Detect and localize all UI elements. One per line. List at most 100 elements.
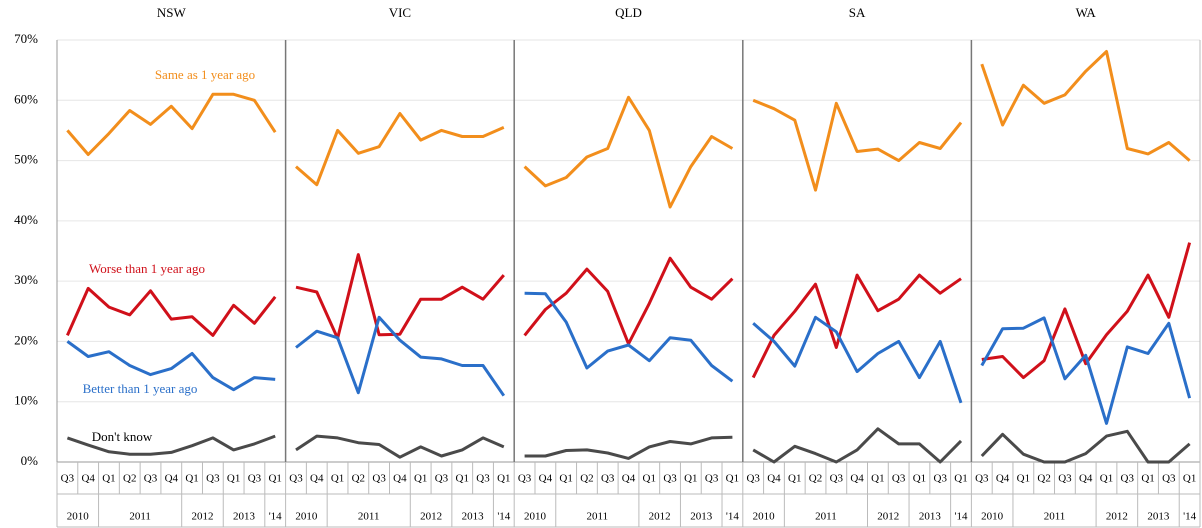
x-tick-label: Q1 (1100, 473, 1113, 485)
x-tick-label: Q1 (456, 473, 469, 485)
x-tick-label: Q1 (497, 473, 510, 485)
y-tick-label: 50% (14, 152, 38, 167)
year-label: 2011 (1044, 511, 1066, 523)
series-line (66, 92, 277, 156)
year-label: '14 (1183, 511, 1196, 523)
year-label: 2013 (462, 511, 485, 523)
x-tick-label: Q3 (372, 473, 386, 485)
y-tick-label: 30% (14, 272, 38, 287)
x-tick-label: Q4 (850, 473, 864, 485)
year-label: 2011 (587, 511, 609, 523)
year-label: 2012 (191, 511, 213, 523)
series-line (295, 253, 505, 340)
year-label: 2012 (877, 511, 899, 523)
x-tick-label: Q1 (559, 473, 572, 485)
panel-title: VIC (389, 5, 411, 20)
series-label: Worse than 1 year ago (89, 261, 205, 276)
x-tick-label: Q2 (580, 473, 593, 485)
year-label: 2011 (129, 511, 151, 523)
x-tick-label: Q3 (518, 473, 532, 485)
panel-title: WA (1076, 5, 1097, 20)
series-line (980, 316, 1192, 425)
x-tick-label: Q3 (206, 473, 220, 485)
year-label: 2012 (649, 511, 671, 523)
panel-title: QLD (615, 5, 642, 20)
x-tick-label: Q1 (913, 473, 926, 485)
year-label: '14 (955, 511, 968, 523)
x-tick-label: Q3 (289, 473, 303, 485)
series-line (980, 50, 1191, 162)
x-tick-label: Q1 (1183, 473, 1196, 485)
year-label: 2013 (690, 511, 713, 523)
year-label: 2010 (981, 511, 1004, 523)
series-label: Same as 1 year ago (155, 67, 255, 82)
year-label: 2010 (67, 511, 90, 523)
series-label: Don't know (92, 429, 153, 444)
x-tick-label: Q2 (123, 473, 136, 485)
year-label: 2013 (919, 511, 942, 523)
x-tick-label: Q1 (726, 473, 739, 485)
x-tick-label: Q1 (871, 473, 884, 485)
x-tick-label: Q3 (830, 473, 844, 485)
x-tick-label: Q3 (705, 473, 719, 485)
year-label: 2013 (233, 511, 256, 523)
x-tick-label: Q3 (601, 473, 615, 485)
panel-title: NSW (157, 5, 187, 20)
x-tick-label: Q4 (622, 473, 636, 485)
series-line (751, 273, 962, 379)
x-tick-label: Q4 (996, 473, 1010, 485)
series-line (295, 315, 506, 397)
year-label: 2010 (524, 511, 547, 523)
year-label: '14 (269, 511, 282, 523)
series-line (524, 291, 734, 383)
x-tick-label: Q4 (165, 473, 179, 485)
x-tick-label: Q1 (1141, 473, 1154, 485)
x-tick-label: Q3 (975, 473, 989, 485)
series-line (752, 427, 963, 464)
x-tick-label: Q2 (809, 473, 822, 485)
x-tick-label: Q4 (767, 473, 781, 485)
y-tick-label: 40% (14, 212, 38, 227)
x-tick-label: Q4 (393, 473, 407, 485)
series-line (752, 98, 963, 192)
series-line (523, 95, 734, 209)
year-label: 2011 (815, 511, 837, 523)
series-line (295, 112, 505, 187)
x-tick-label: Q4 (81, 473, 95, 485)
series-line (981, 242, 1192, 380)
x-tick-label: Q1 (185, 473, 198, 485)
y-tick-label: 0% (21, 453, 39, 468)
x-tick-label: Q3 (476, 473, 490, 485)
x-tick-label: Q3 (1058, 473, 1072, 485)
x-tick-label: Q3 (248, 473, 262, 485)
series-line (523, 256, 734, 346)
x-tick-label: Q1 (643, 473, 656, 485)
x-tick-label: Q4 (1079, 473, 1093, 485)
year-label: 2010 (295, 511, 318, 523)
x-tick-label: Q1 (684, 473, 697, 485)
y-tick-label: 20% (14, 332, 38, 347)
year-label: 2013 (1147, 511, 1170, 523)
series-line (66, 286, 277, 337)
series-line (980, 429, 1191, 464)
x-tick-label: Q3 (892, 473, 906, 485)
year-label: 2011 (358, 511, 380, 523)
series-line (295, 434, 505, 459)
x-tick-label: Q1 (268, 473, 281, 485)
series-line (66, 434, 276, 456)
x-tick-label: Q3 (1162, 473, 1176, 485)
year-label: 2010 (753, 511, 776, 523)
x-tick-label: Q2 (352, 473, 365, 485)
series-line (752, 315, 963, 404)
y-tick-label: 70% (14, 31, 38, 46)
panel-title: SA (849, 5, 866, 20)
y-tick-label: 10% (14, 393, 38, 408)
x-tick-label: Q3 (934, 473, 948, 485)
x-tick-label: Q3 (61, 473, 75, 485)
series-label: Better than 1 year ago (83, 381, 198, 396)
x-tick-label: Q1 (414, 473, 427, 485)
series-line (66, 340, 276, 392)
x-tick-label: Q4 (310, 473, 324, 485)
x-tick-label: Q1 (102, 473, 115, 485)
